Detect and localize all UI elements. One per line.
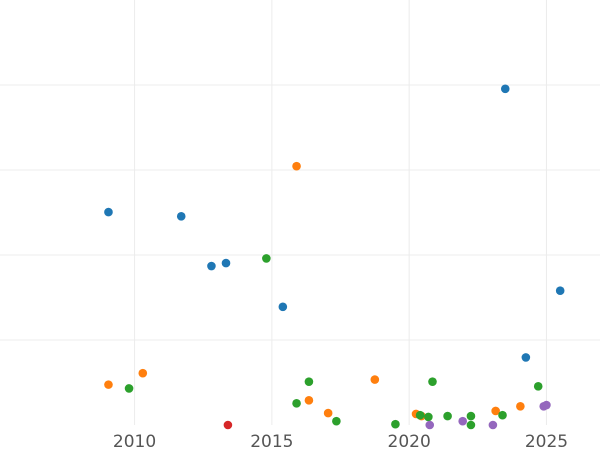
data-point-s2-4 xyxy=(304,396,314,405)
data-point-s5-3 xyxy=(488,420,498,430)
data-point-s2-2 xyxy=(138,368,148,378)
data-point-s3-12 xyxy=(466,420,476,430)
data-point-s3-5 xyxy=(332,416,341,426)
data-point-s3-4 xyxy=(304,377,314,386)
data-point-s5-5 xyxy=(542,400,551,410)
data-point-s3-3 xyxy=(292,399,301,408)
data-point-s2-5 xyxy=(323,408,333,418)
grid-lines xyxy=(0,0,600,425)
x-tick-label-2020: 2020 xyxy=(388,432,431,450)
data-point-s3-2 xyxy=(262,254,271,263)
data-point-s3-9 xyxy=(428,377,437,386)
data-point-s3-13 xyxy=(498,410,507,420)
data-point-s1-6 xyxy=(500,84,510,94)
data-point-s2-3 xyxy=(292,161,301,171)
data-point-s1-7 xyxy=(521,353,531,362)
data-point-s5-1 xyxy=(425,420,435,430)
x-tick-label-2025: 2025 xyxy=(525,432,568,450)
data-point-s1-8 xyxy=(555,286,565,296)
data-point-s1-5 xyxy=(278,302,288,312)
x-axis-ticks: 2010 2015 2020 2025 xyxy=(113,432,568,450)
data-point-s2-6 xyxy=(370,375,380,384)
data-point-s1-1 xyxy=(104,207,113,217)
data-point-s3-6 xyxy=(391,419,400,429)
data-point-s3-11 xyxy=(466,411,476,421)
data-point-s2-1 xyxy=(104,380,113,389)
data-points xyxy=(104,84,565,430)
data-point-s4-1 xyxy=(223,420,233,430)
data-point-s3-10 xyxy=(443,411,452,421)
data-point-s1-2 xyxy=(176,212,186,221)
data-point-s3-1 xyxy=(124,384,134,393)
data-point-s3-8 xyxy=(424,412,433,422)
data-point-s3-14 xyxy=(533,382,543,391)
data-point-s3-7 xyxy=(415,410,425,420)
data-point-s2-9 xyxy=(491,406,500,416)
data-point-s5-2 xyxy=(458,416,468,426)
data-point-s1-4 xyxy=(221,258,231,268)
x-tick-label-2015: 2015 xyxy=(250,432,293,450)
data-point-s1-3 xyxy=(207,261,216,271)
data-point-s2-10 xyxy=(516,402,525,411)
x-tick-label-2010: 2010 xyxy=(113,432,156,450)
